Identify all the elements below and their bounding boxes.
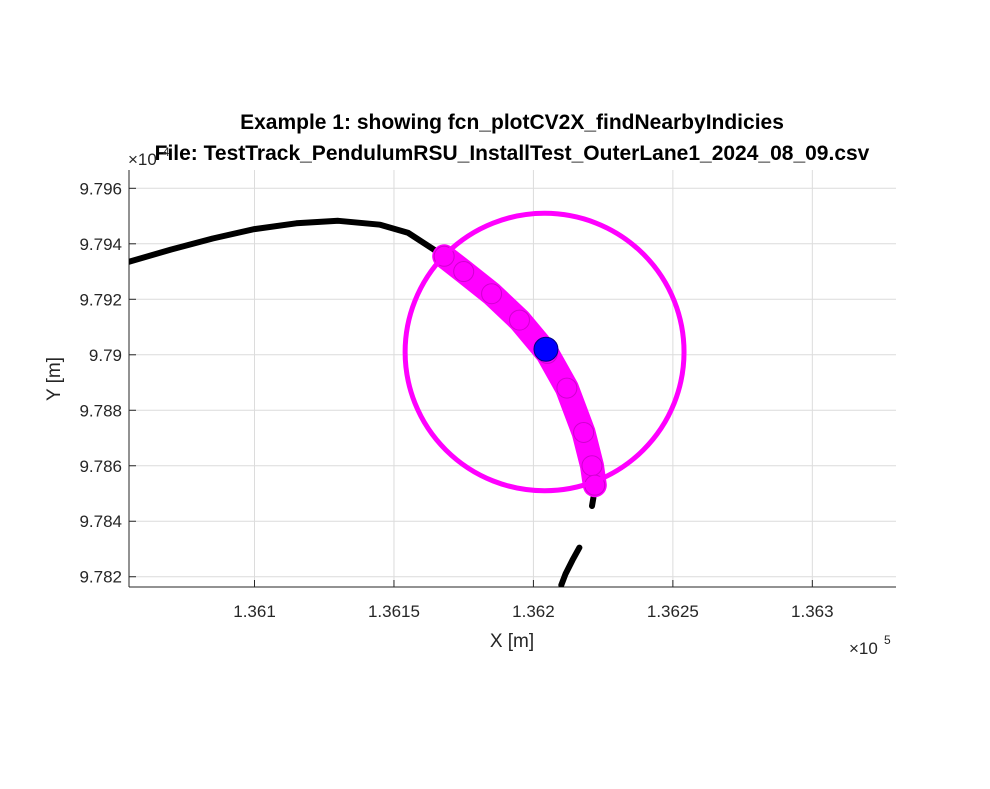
y-exponent-base: ×10 xyxy=(128,150,157,169)
tick-labels: 1.361 1.3615 1.362 1.3625 1.363 9.782 9.784 9.7… xyxy=(79,179,833,621)
search-radius-circle xyxy=(402,210,687,494)
y-tick-label: 9.784 xyxy=(79,512,122,531)
query-point xyxy=(533,336,559,362)
y-tick-label: 9.792 xyxy=(79,290,122,309)
nearby-point xyxy=(581,455,603,477)
x-axis-label: X [m] xyxy=(490,631,534,652)
y-tick-label: 9.782 xyxy=(79,568,122,587)
plot-area xyxy=(129,210,687,587)
y-tick-label: 9.786 xyxy=(79,457,122,476)
x-tick-label: 1.3615 xyxy=(368,602,420,621)
track-segment-line xyxy=(589,494,597,509)
y-tick-label: 9.796 xyxy=(79,179,122,198)
x-exponent-base: ×10 xyxy=(849,639,878,658)
y-tick-label: 9.788 xyxy=(79,401,122,420)
y-tick-label: 9.79 xyxy=(89,346,122,365)
x-tick-label: 1.363 xyxy=(791,602,834,621)
nearby-point xyxy=(508,309,530,331)
x-exponent: ×10 5 xyxy=(849,633,891,658)
y-exponent-power: 4 xyxy=(163,145,170,159)
y-exponent: ×10 4 xyxy=(128,145,170,169)
y-tick-label: 9.794 xyxy=(79,235,122,254)
nearby-point xyxy=(453,261,475,283)
chart-title: Example 1: showing fcn_plotCV2X_findNear… xyxy=(240,111,784,134)
axes-box xyxy=(128,170,896,588)
track-segment-line xyxy=(558,544,583,587)
chart-subtitle: File: TestTrack_PendulumRSU_InstallTest_… xyxy=(155,142,870,165)
x-exponent-power: 5 xyxy=(884,633,891,647)
x-tick-label: 1.361 xyxy=(233,602,276,621)
nearby-point xyxy=(556,377,578,399)
nearby-point xyxy=(573,421,595,443)
x-tick-label: 1.3625 xyxy=(647,602,699,621)
y-axis-label: Y [m] xyxy=(44,357,65,401)
nearby-point xyxy=(481,283,503,305)
x-tick-label: 1.362 xyxy=(512,602,555,621)
